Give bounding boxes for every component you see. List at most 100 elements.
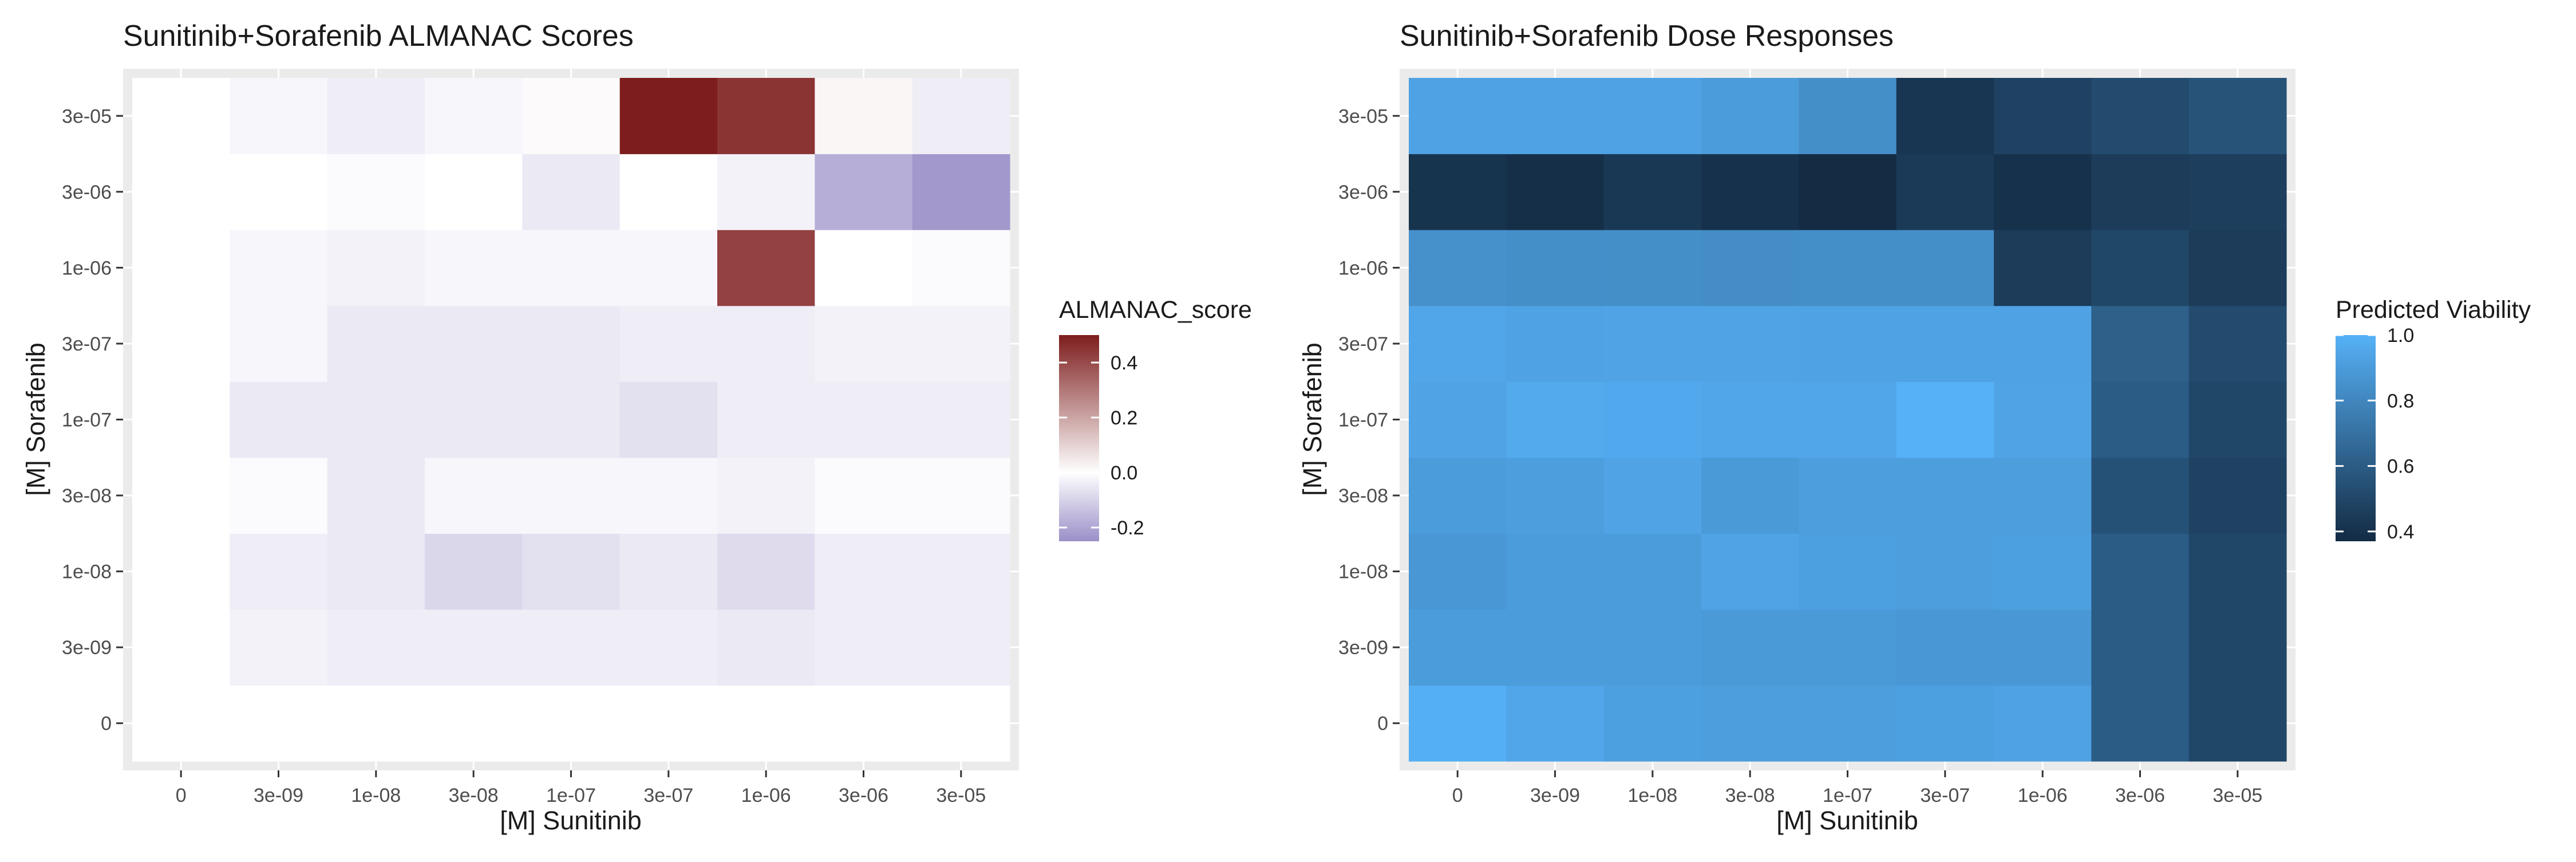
heatmap-cell bbox=[327, 457, 425, 534]
heatmap-cell bbox=[2091, 533, 2190, 610]
heatmap-cell bbox=[1409, 153, 1507, 230]
x-tick-label: 3e-06 bbox=[839, 785, 888, 806]
heatmap-cell bbox=[815, 609, 913, 686]
legend-tick-label: 0.6 bbox=[2387, 456, 2414, 478]
heatmap-cell bbox=[1409, 78, 1507, 155]
heatmap-cell bbox=[2188, 230, 2287, 306]
legend-tick-label: 0.8 bbox=[2387, 390, 2414, 412]
heatmap-cell bbox=[1701, 153, 1799, 230]
heatmap-cell bbox=[1799, 78, 1897, 155]
legend-title: ALMANAC_score bbox=[1059, 296, 1252, 324]
x-tick-label: 3e-07 bbox=[643, 785, 693, 806]
heatmap-cell bbox=[1994, 457, 2092, 534]
y-tick-label: 3e-08 bbox=[62, 485, 112, 507]
heatmap-cell bbox=[912, 153, 1010, 230]
heatmap-cell bbox=[1506, 230, 1605, 306]
y-tick-label: 3e-07 bbox=[1338, 333, 1388, 355]
heatmap-cell bbox=[1506, 153, 1605, 230]
heatmap-cell bbox=[815, 685, 913, 762]
heatmap-cell bbox=[522, 153, 621, 230]
heatmap-cell bbox=[1603, 685, 1702, 762]
y-tick-label: 1e-07 bbox=[1338, 410, 1388, 431]
heatmap-cell bbox=[1701, 78, 1799, 155]
heatmap-cell bbox=[132, 381, 230, 458]
heatmap-cell bbox=[619, 78, 718, 155]
heatmap-cell bbox=[1994, 381, 2092, 458]
heatmap-cell bbox=[912, 230, 1010, 306]
heatmap-cell bbox=[230, 609, 328, 686]
x-tick-label: 3e-06 bbox=[2115, 785, 2165, 806]
heatmap-cell bbox=[2188, 533, 2287, 610]
heatmap-cell bbox=[2188, 305, 2287, 382]
heatmap-cell bbox=[619, 305, 718, 382]
heatmap-cell bbox=[1409, 685, 1507, 762]
y-tick-label: 0 bbox=[101, 713, 112, 735]
y-axis-ticks: 0 3e-09 1e-08 3e-08 1e-07 3e-07 1e-06 3e-06 3e-0… bbox=[1338, 105, 1400, 735]
color-legend: ALMANAC_score 0.4 0.2 0.0 -0.2 bbox=[1059, 296, 1252, 541]
heatmap-cell bbox=[1896, 305, 1994, 382]
heatmap-cell bbox=[912, 457, 1010, 534]
heatmap-cell bbox=[327, 533, 425, 610]
legend-ticks: 1.0 0.8 0.6 0.4 bbox=[2336, 325, 2414, 543]
heatmap-cells bbox=[123, 69, 1019, 770]
heatmap-cell bbox=[425, 457, 523, 534]
heatmap-cell bbox=[425, 230, 523, 306]
x-axis-title: [M] Sunitinib bbox=[1776, 806, 1918, 835]
heatmap-cell bbox=[522, 78, 621, 155]
heatmap-cell bbox=[1994, 305, 2092, 382]
x-axis-ticks: 0 3e-09 1e-08 3e-08 1e-07 3e-07 1e-06 3e-06 3e-0… bbox=[1452, 770, 2262, 806]
heatmap-cell bbox=[425, 78, 523, 155]
y-tick-label: 3e-08 bbox=[1338, 485, 1388, 507]
y-tick-label: 3e-06 bbox=[1338, 182, 1388, 203]
heatmap-cell bbox=[522, 381, 621, 458]
chart-title: Sunitinib+Sorafenib ALMANAC Scores bbox=[123, 19, 634, 53]
heatmap-cell bbox=[1896, 381, 1994, 458]
heatmap-cell bbox=[1799, 685, 1897, 762]
heatmap-cell bbox=[619, 685, 718, 762]
x-tick-label: 3e-08 bbox=[449, 785, 499, 806]
heatmap-cell bbox=[815, 457, 913, 534]
heatmap-cell bbox=[1701, 381, 1799, 458]
heatmap-cell bbox=[1994, 78, 2092, 155]
y-tick-label: 3e-05 bbox=[1338, 105, 1388, 127]
x-tick-label: 1e-07 bbox=[546, 785, 596, 806]
heatmap-cell bbox=[2091, 305, 2190, 382]
heatmap-cell bbox=[1506, 381, 1605, 458]
heatmap-cell bbox=[230, 153, 328, 230]
heatmap-cell bbox=[522, 305, 621, 382]
x-tick-label: 3e-08 bbox=[1725, 785, 1775, 806]
heatmap-cell bbox=[327, 78, 425, 155]
heatmap-cell bbox=[1506, 533, 1605, 610]
heatmap-cell bbox=[717, 305, 815, 382]
heatmap-cell bbox=[815, 153, 913, 230]
heatmap-cell bbox=[1506, 685, 1605, 762]
heatmap-cell bbox=[522, 457, 621, 534]
x-tick-label: 3e-05 bbox=[936, 785, 986, 806]
heatmap-cell bbox=[1799, 230, 1897, 306]
heatmap-cell bbox=[1896, 685, 1994, 762]
heatmap-cell bbox=[1799, 609, 1897, 686]
heatmap-cell bbox=[717, 533, 815, 610]
heatmap-cell bbox=[912, 685, 1010, 762]
heatmap-cell bbox=[815, 533, 913, 610]
heatmap-cell bbox=[1799, 457, 1897, 534]
y-axis-ticks: 0 3e-09 1e-08 3e-08 1e-07 3e-07 1e-06 3e-06 3e-0… bbox=[62, 105, 123, 735]
heatmap-cell bbox=[1896, 230, 1994, 306]
heatmap-cell bbox=[2188, 457, 2287, 534]
heatmap-cell bbox=[1506, 305, 1605, 382]
heatmap-cell bbox=[2188, 609, 2287, 686]
heatmap-cell bbox=[1409, 457, 1507, 534]
heatmap-cell bbox=[815, 305, 913, 382]
x-axis-ticks: 0 3e-09 1e-08 3e-08 1e-07 3e-07 1e-06 3e-06 3e-0… bbox=[176, 770, 986, 806]
heatmap-cells bbox=[1400, 69, 2296, 770]
heatmap-cell bbox=[619, 381, 718, 458]
heatmap-cell bbox=[717, 230, 815, 306]
heatmap-cell bbox=[522, 533, 621, 610]
heatmap-cell bbox=[2188, 685, 2287, 762]
heatmap-cell bbox=[230, 533, 328, 610]
legend-tick-label: 1.0 bbox=[2387, 325, 2414, 347]
heatmap-cell bbox=[2091, 230, 2190, 306]
y-tick-label: 3e-06 bbox=[62, 182, 112, 203]
